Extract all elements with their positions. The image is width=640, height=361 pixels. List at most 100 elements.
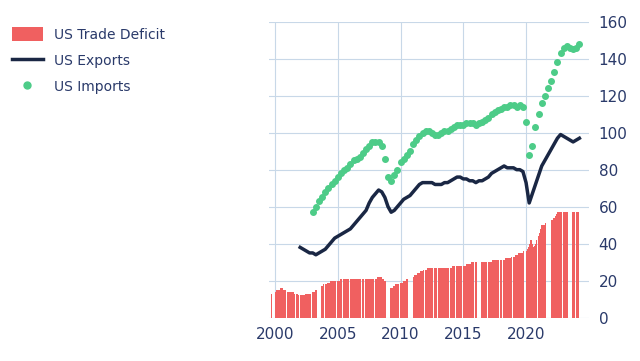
Bar [485, 262, 486, 318]
Bar [545, 223, 547, 318]
Bar [418, 273, 419, 318]
Bar [332, 281, 333, 318]
Bar [568, 212, 570, 318]
Bar [504, 258, 506, 318]
Bar [497, 260, 499, 318]
Bar [279, 290, 280, 318]
Bar [452, 266, 453, 318]
Bar [554, 218, 555, 318]
Bar [396, 284, 397, 318]
Bar [536, 240, 537, 318]
Bar [375, 279, 376, 318]
Bar [335, 281, 336, 318]
Bar [483, 262, 484, 318]
Bar [377, 277, 378, 318]
Bar [420, 271, 421, 318]
Bar [486, 262, 487, 318]
Bar [362, 279, 364, 318]
Bar [471, 262, 472, 318]
Bar [325, 284, 326, 318]
Bar [346, 279, 347, 318]
Bar [548, 221, 550, 318]
Bar [506, 258, 507, 318]
Bar [563, 212, 564, 318]
Bar [538, 236, 539, 318]
Bar [520, 253, 521, 318]
Bar [555, 216, 556, 318]
Bar [493, 260, 494, 318]
Bar [513, 257, 514, 318]
Bar [275, 292, 276, 318]
Bar [368, 279, 369, 318]
Bar [289, 292, 290, 318]
Bar [476, 262, 477, 318]
Bar [416, 275, 417, 318]
Bar [441, 268, 442, 318]
Bar [463, 266, 464, 318]
Bar [404, 281, 405, 318]
Bar [566, 212, 567, 318]
Bar [516, 255, 517, 318]
Bar [334, 281, 335, 318]
Bar [460, 266, 461, 318]
Bar [356, 279, 357, 318]
Bar [426, 270, 427, 318]
Bar [382, 279, 383, 318]
Bar [385, 281, 387, 318]
Bar [578, 212, 579, 318]
Bar [519, 253, 520, 318]
Bar [333, 281, 334, 318]
Bar [481, 262, 482, 318]
Bar [564, 212, 565, 318]
Bar [533, 247, 534, 318]
Bar [310, 293, 311, 318]
Bar [517, 255, 518, 318]
Bar [360, 279, 361, 318]
Bar [357, 279, 358, 318]
Bar [502, 260, 504, 318]
Bar [327, 283, 328, 318]
Bar [459, 266, 460, 318]
Bar [435, 268, 436, 318]
Bar [543, 225, 545, 318]
Bar [422, 271, 423, 318]
Bar [276, 290, 278, 318]
Bar [469, 264, 470, 318]
Bar [271, 293, 273, 318]
Bar [556, 214, 557, 318]
Bar [534, 245, 535, 318]
Bar [522, 253, 524, 318]
Bar [490, 262, 491, 318]
Bar [393, 286, 394, 318]
Bar [466, 264, 467, 318]
Bar [347, 279, 348, 318]
Bar [401, 283, 402, 318]
Bar [288, 292, 289, 318]
Bar [491, 262, 492, 318]
Bar [470, 264, 471, 318]
Bar [408, 279, 410, 318]
Bar [468, 264, 469, 318]
Bar [339, 281, 340, 318]
Bar [372, 279, 373, 318]
Bar [294, 293, 296, 318]
Bar [306, 293, 307, 318]
Bar [330, 281, 331, 318]
Bar [365, 279, 367, 318]
Bar [558, 212, 559, 318]
Bar [421, 271, 422, 318]
Bar [472, 262, 473, 318]
Bar [431, 268, 433, 318]
Bar [400, 283, 401, 318]
Bar [419, 273, 420, 318]
Bar [307, 293, 308, 318]
Bar [406, 279, 407, 318]
Bar [358, 279, 359, 318]
Bar [532, 244, 533, 318]
Bar [473, 262, 474, 318]
Bar [281, 288, 282, 318]
Bar [309, 293, 310, 318]
Bar [535, 244, 536, 318]
Bar [445, 268, 446, 318]
Bar [465, 266, 466, 318]
